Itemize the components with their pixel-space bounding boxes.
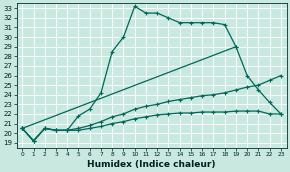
X-axis label: Humidex (Indice chaleur): Humidex (Indice chaleur) [87, 159, 216, 169]
